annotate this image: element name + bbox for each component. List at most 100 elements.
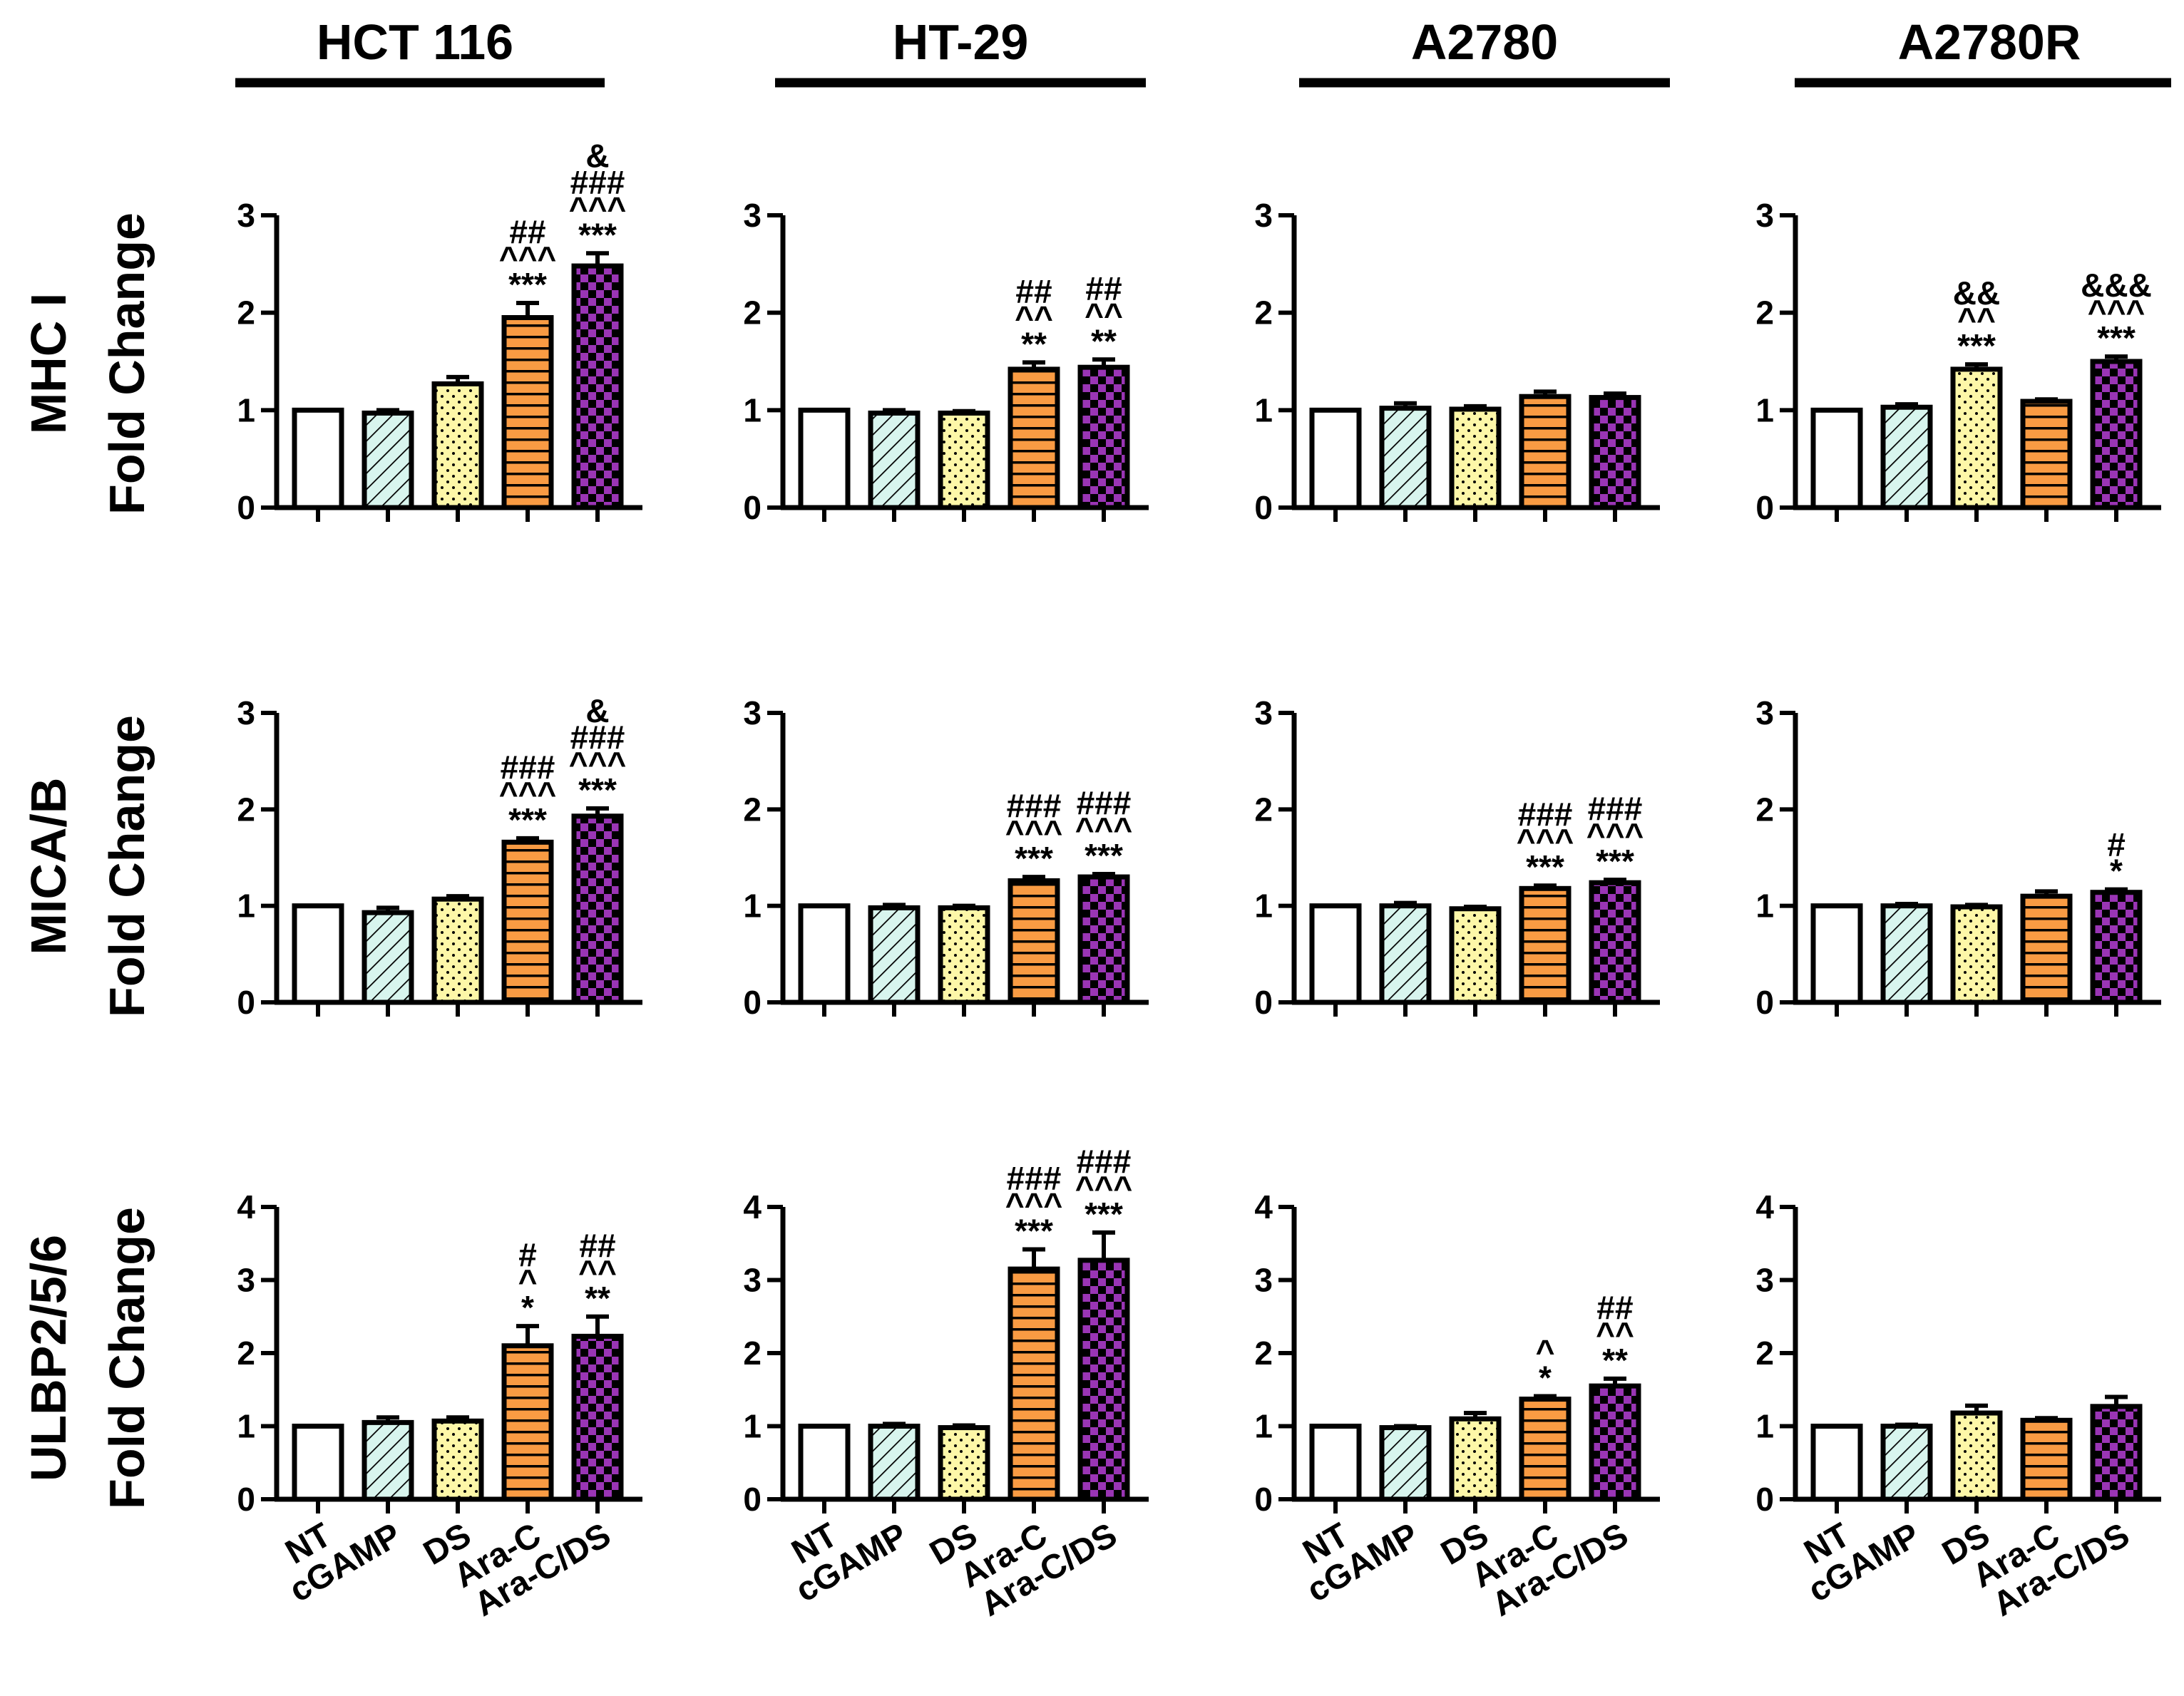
significance-label: # [2107,826,2126,863]
significance-label: ** [585,1280,610,1317]
significance-label: * [1539,1359,1552,1396]
y-tick-label: 1 [1254,391,1273,428]
y-tick-label: 2 [1755,294,1774,332]
bar-cgamp [362,410,414,510]
y-tick-label: 1 [1755,888,1774,925]
significance-label: ^^ [1957,301,1996,338]
bar-cgamp [362,1419,414,1502]
significance-label: *** [1085,1196,1123,1233]
y-tick-label: 0 [237,1481,255,1518]
bar-ara-c [501,315,554,510]
significance-label: ^^^ [1075,1169,1133,1206]
bar-cgamp [1880,903,1933,1005]
significance-label: ^^ [1085,296,1123,333]
bar-ds [938,905,990,1005]
column-title-a2780r: A2780R [1898,14,2081,70]
significance-label: ## [1015,272,1052,309]
bar-ara-c-ds [1589,395,1641,510]
bar-cgamp [868,905,921,1005]
bar-nt [1810,407,1863,510]
y-tick-label: 2 [743,1335,762,1372]
bar-ara-c [2020,1417,2073,1502]
row-label-ulbp: ULBP2/5/6 Fold Change [21,1207,155,1509]
y-tick-label: 2 [1755,1335,1774,1372]
y-tick-label: 3 [1254,694,1273,731]
significance-label: ## [1085,269,1122,307]
bar-nt [1810,903,1863,1005]
row-label-mica-b-line2: Fold Change [99,715,155,1017]
y-tick-label: 2 [237,294,255,332]
significance-label: ^^^ [569,190,627,227]
significance-label: ^^^ [1517,822,1574,859]
bar-ara-c [501,1343,554,1502]
y-tick-label: 1 [1755,391,1774,428]
bar-ara-c-ds [571,813,624,1005]
bar-ds [1449,1416,1502,1502]
significance-label: ^^^ [1075,811,1133,848]
y-tick-label: 1 [743,391,762,428]
y-tick-label: 2 [1254,791,1273,828]
significance-label: ### [570,163,625,200]
significance-label: ## [1596,1289,1633,1326]
significance-label: &&& [2081,267,2152,304]
bar-ara-c-ds [1077,874,1130,1005]
significance-label: ## [509,213,545,250]
row-label-mhc-i-line2: Fold Change [99,212,155,515]
bar-ara-c-ds [2090,359,2143,510]
y-tick-label: 3 [743,1262,762,1299]
significance-label: *** [2097,319,2136,356]
y-tick-label: 3 [1755,694,1774,731]
y-tick-label: 1 [1254,888,1273,925]
y-tick-label: 4 [1755,1188,1774,1225]
significance-label: *** [1085,837,1123,874]
significance-label: ^ [1536,1332,1555,1369]
y-tick-label: 0 [1254,489,1273,526]
bar-ara-c [2020,893,2073,1005]
bar-ara-c [1519,1397,1572,1502]
y-tick-label: 1 [743,1408,762,1445]
significance-label: ### [1518,796,1573,833]
significance-label: *** [1015,1212,1053,1249]
bar-ds [431,1418,484,1502]
significance-label: ### [1007,1159,1062,1196]
y-tick-label: 0 [1254,984,1273,1021]
significance-label: *** [1526,848,1564,885]
bar-cgamp [1379,406,1432,510]
significance-label: *** [578,771,617,808]
y-tick-label: 2 [743,791,762,828]
y-tick-label: 3 [237,1262,255,1299]
bar-ara-c [1519,885,1572,1005]
significance-label: *** [508,801,547,838]
bar-cgamp [1379,1425,1432,1502]
significance-label: *** [508,266,547,303]
significance-label: ^^^ [2088,293,2145,330]
bar-ara-c-ds [1077,1258,1130,1502]
bar-cgamp [1880,404,1933,510]
bar-ara-c [1008,366,1060,510]
significance-label: & [585,692,609,729]
bar-ara-c-ds [2090,890,2143,1005]
significance-label: ^^ [1596,1315,1634,1352]
column-title-ht29: HT-29 [893,14,1029,70]
bar-cgamp [1880,1424,1933,1502]
y-tick-label: 1 [237,888,255,925]
bar-nt [1309,407,1362,510]
y-tick-label: 0 [1755,489,1774,526]
significance-label: ## [579,1227,615,1264]
y-tick-label: 0 [743,489,762,526]
bar-ara-c-ds [2090,1404,2143,1502]
y-tick-label: 0 [743,984,762,1021]
y-tick-label: 3 [237,694,255,731]
bar-ds [1449,906,1502,1005]
y-tick-label: 1 [1755,1408,1774,1445]
y-tick-label: 1 [743,888,762,925]
bar-nt [1309,903,1362,1005]
significance-label: && [1953,274,2000,312]
significance-label: ### [1077,1143,1132,1180]
bar-nt [1810,1424,1863,1502]
significance-label: ^^^ [1005,1186,1063,1223]
bar-ara-c [2020,399,2073,510]
